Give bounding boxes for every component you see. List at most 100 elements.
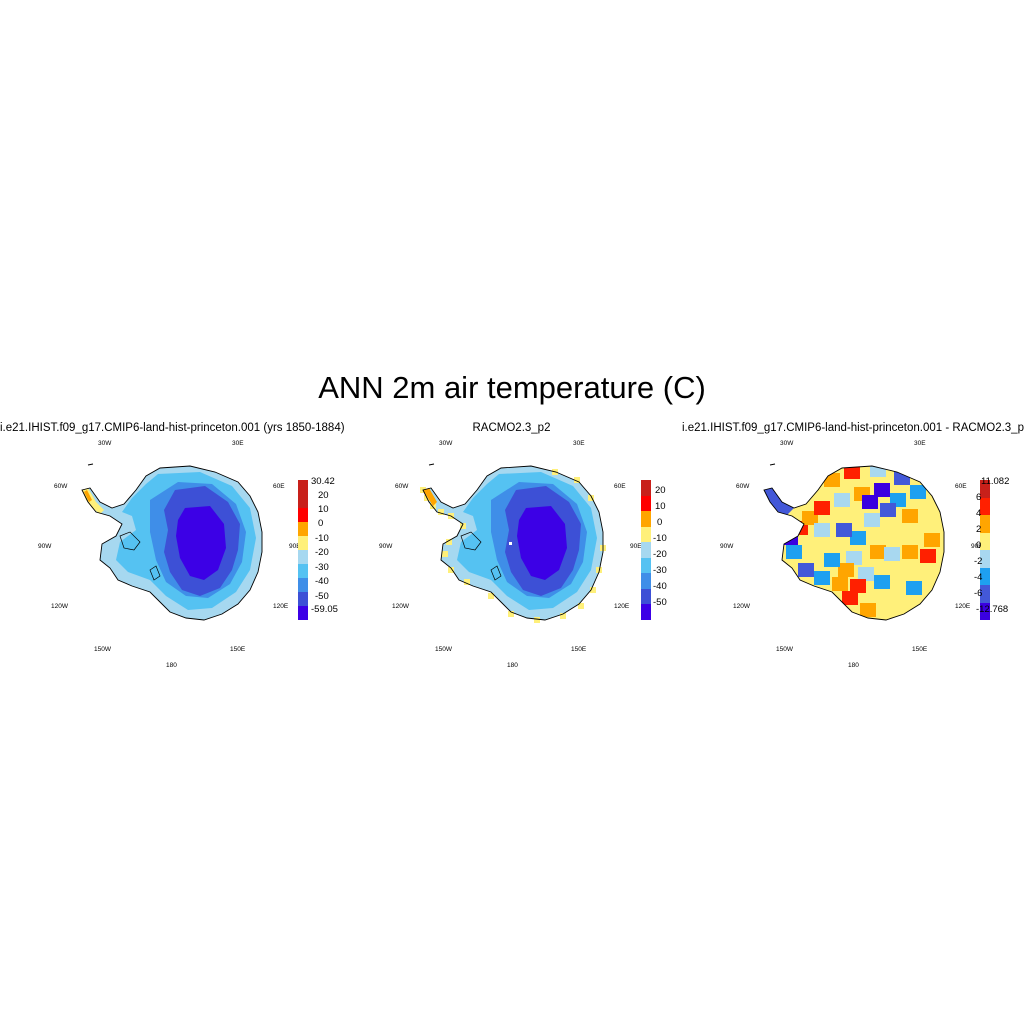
colorbar-label: 0 bbox=[318, 518, 324, 529]
colorbar-swatch bbox=[641, 588, 651, 605]
lon-label-180: 180 bbox=[848, 662, 859, 669]
colorbar-swatch bbox=[298, 480, 308, 494]
warm-coast-cell bbox=[464, 579, 470, 585]
colorbar-label: -20 bbox=[315, 547, 329, 558]
lon-label-60w: 60W bbox=[395, 483, 409, 490]
diff-cell bbox=[814, 571, 830, 585]
diff-cell bbox=[892, 563, 908, 577]
lon-label-30w: 30W bbox=[439, 440, 453, 447]
diff-cell bbox=[782, 531, 798, 545]
colorbar-label: -10 bbox=[315, 533, 329, 544]
warm-coast-cell bbox=[590, 587, 596, 593]
lon-label-60e: 60E bbox=[955, 483, 967, 490]
ice-shelf-outline bbox=[490, 565, 502, 581]
lon-label-30e: 30E bbox=[232, 440, 244, 447]
colorbar-swatch bbox=[298, 578, 308, 592]
colorbar-label: -30 bbox=[315, 562, 329, 573]
colorbar-label: -4 bbox=[974, 572, 983, 583]
island-mark bbox=[428, 463, 435, 466]
lon-label-150e: 150E bbox=[571, 646, 587, 653]
colorbar-swatch bbox=[980, 550, 990, 568]
lon-label-120e: 120E bbox=[273, 603, 289, 610]
warm-coast-cell bbox=[574, 477, 580, 483]
colorbar-label: -12.768 bbox=[976, 604, 1009, 615]
diff-cell bbox=[860, 603, 876, 617]
diff-cell bbox=[814, 523, 830, 537]
lon-label-150e: 150E bbox=[912, 646, 928, 653]
temp-band-50 bbox=[517, 506, 567, 580]
colorbar-swatch bbox=[298, 494, 308, 508]
colorbar-swatch bbox=[641, 526, 651, 543]
warm-coast-cell bbox=[508, 611, 514, 617]
diff-cell bbox=[834, 493, 850, 507]
ice-shelf-outline bbox=[119, 531, 141, 551]
colorbar-label: -2 bbox=[974, 556, 983, 567]
lon-label-120e: 120E bbox=[614, 603, 630, 610]
colorbar-label: -10 bbox=[653, 533, 667, 544]
diff-cell bbox=[844, 466, 860, 479]
diff-cell bbox=[850, 579, 866, 593]
lon-label-60w: 60W bbox=[54, 483, 68, 490]
colorbar-swatch bbox=[641, 542, 651, 558]
lon-label-90w: 90W bbox=[379, 543, 393, 550]
colorbar bbox=[298, 480, 308, 620]
diff-cell bbox=[846, 551, 862, 565]
colorbar-swatch bbox=[980, 497, 990, 515]
colorbar-swatch bbox=[298, 592, 308, 606]
colorbar-swatch bbox=[980, 532, 990, 550]
figure-title: ANN 2m air temperature (C) bbox=[318, 370, 706, 405]
warm-coast-cell bbox=[442, 551, 448, 557]
lon-label-150w: 150W bbox=[435, 646, 452, 653]
lon-label-150w: 150W bbox=[776, 646, 793, 653]
colorbar-label: 20 bbox=[318, 490, 329, 501]
lon-label-120w: 120W bbox=[51, 603, 68, 610]
lon-label-120w: 120W bbox=[733, 603, 750, 610]
colorbar-label: 6 bbox=[976, 492, 982, 503]
diff-cell bbox=[842, 591, 858, 605]
antarctica-map bbox=[81, 463, 263, 621]
lon-label-60e: 60E bbox=[614, 483, 626, 490]
diff-cell bbox=[850, 531, 866, 545]
colorbar-swatch bbox=[641, 495, 651, 512]
colorbar-label: 10 bbox=[655, 501, 666, 512]
diff-cell bbox=[918, 561, 934, 575]
diff-cell bbox=[824, 553, 840, 567]
colorbar-swatch bbox=[298, 550, 308, 564]
antarctica-map bbox=[420, 463, 606, 623]
colorbar-label: -30 bbox=[653, 565, 667, 576]
temp-band-50 bbox=[176, 506, 226, 580]
diff-cell bbox=[824, 537, 840, 551]
diff-cell bbox=[902, 545, 918, 559]
colorbar-swatch bbox=[298, 536, 308, 550]
colorbar bbox=[641, 480, 651, 620]
lon-label-90e: 90E bbox=[289, 543, 301, 550]
colorbar-swatch bbox=[641, 573, 651, 589]
diff-cell bbox=[920, 549, 936, 563]
diff-cell bbox=[832, 577, 848, 591]
colorbar-swatch bbox=[641, 604, 651, 620]
warm-coast bbox=[423, 488, 437, 506]
colorbar bbox=[980, 480, 990, 620]
diff-cell bbox=[874, 575, 890, 589]
diff-cell bbox=[824, 473, 840, 487]
lon-label-120e: 120E bbox=[955, 603, 971, 610]
island-mark bbox=[769, 463, 776, 466]
diff-cell bbox=[864, 513, 880, 527]
diff-cell bbox=[870, 466, 886, 477]
racmo-temperature-panel: RACMO2.3_p2 30W 30E 60W 60E 90W 90E 120W… bbox=[341, 420, 682, 680]
diff-cell bbox=[894, 471, 910, 485]
colorbar-swatch bbox=[980, 585, 990, 603]
diff-cell bbox=[836, 523, 852, 537]
diff-cell bbox=[862, 495, 878, 509]
colorbar-swatch bbox=[980, 567, 990, 585]
diff-cell bbox=[902, 509, 918, 523]
warm-coast-cell bbox=[446, 539, 452, 545]
diff-cell bbox=[814, 501, 830, 515]
coastal-fringe bbox=[764, 488, 794, 516]
lon-label-120w: 120W bbox=[392, 603, 409, 610]
lon-label-90w: 90W bbox=[38, 543, 52, 550]
colorbar-label: 11.082 bbox=[981, 476, 1010, 487]
lon-label-90e: 90E bbox=[971, 543, 983, 550]
lon-label-30w: 30W bbox=[98, 440, 112, 447]
lon-label-30e: 30E bbox=[914, 440, 926, 447]
